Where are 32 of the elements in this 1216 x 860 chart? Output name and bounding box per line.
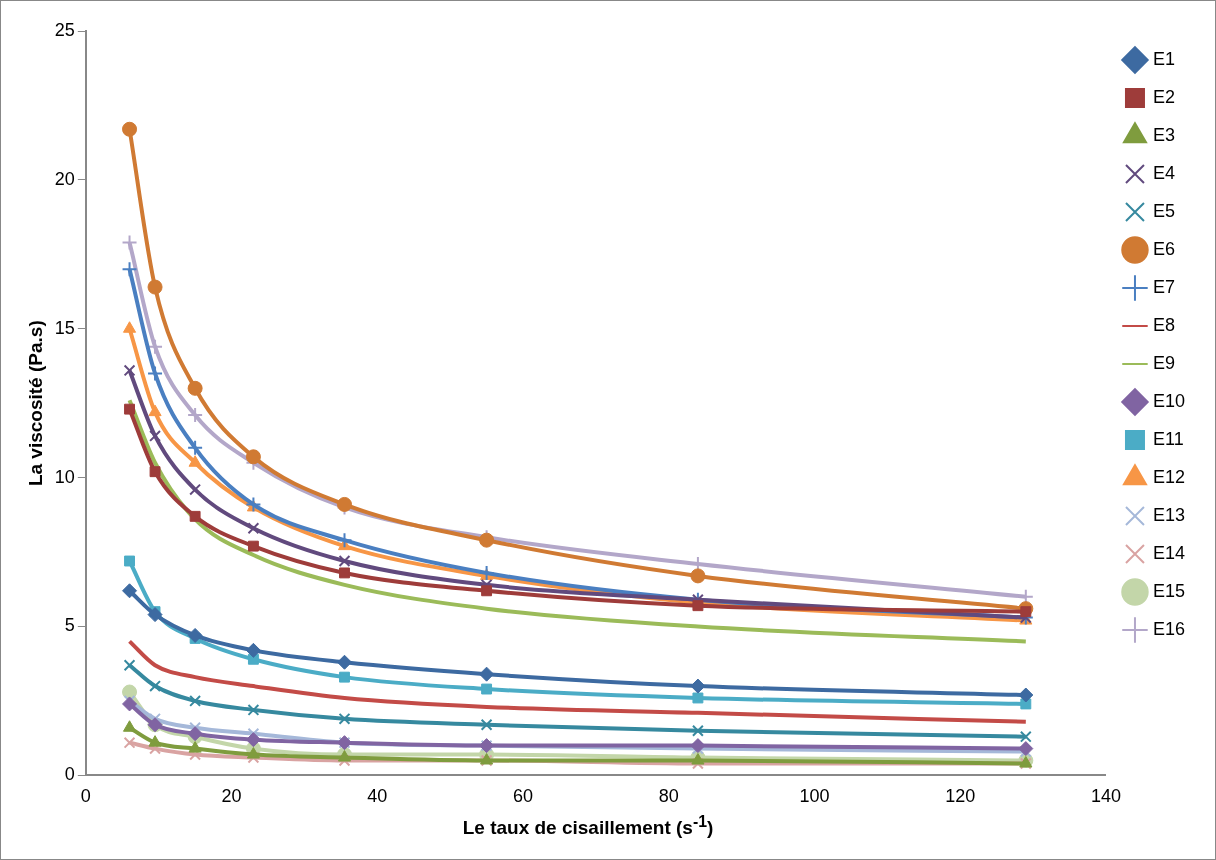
y-tick-label: 20: [54, 168, 75, 189]
legend-label: E4: [1152, 162, 1175, 183]
x-tick-label: 60: [513, 786, 534, 807]
legend-label: E1: [1152, 48, 1175, 69]
legend-label: E7: [1152, 276, 1175, 297]
y-tick-label: 0: [64, 764, 75, 785]
x-tick-label: 0: [80, 786, 91, 807]
x-tick-label: 100: [799, 786, 830, 807]
legend-label: E15: [1152, 580, 1185, 601]
legend-label: E11: [1152, 428, 1184, 449]
legend-label: E5: [1152, 200, 1175, 221]
legend-label: E10: [1152, 390, 1185, 411]
legend-label: E12: [1152, 466, 1185, 487]
x-tick-label: 80: [658, 786, 679, 807]
legend-label: E3: [1152, 124, 1175, 145]
legend-label: E6: [1152, 238, 1175, 259]
legend-label: E16: [1152, 618, 1185, 639]
x-tick-label: 140: [1090, 786, 1121, 807]
legend-label: E8: [1152, 314, 1175, 335]
y-axis-title: La viscosité (Pa.s): [24, 320, 46, 487]
x-tick-label: 20: [221, 786, 242, 807]
legend-label: E9: [1152, 352, 1175, 373]
y-tick-label: 15: [54, 317, 75, 338]
x-axis-title: Le taux de cisaillement (s$^{-1}$): [461, 813, 715, 840]
y-tick-label: 10: [54, 466, 75, 487]
x-tick-label: 40: [367, 786, 388, 807]
legend-label: E14: [1152, 542, 1185, 563]
y-tick-label: 25: [54, 19, 75, 40]
legend-label: E2: [1152, 86, 1175, 107]
x-tick-label: 120: [945, 786, 976, 807]
y-tick-label: 5: [64, 615, 75, 636]
legend-label: E13: [1152, 504, 1185, 525]
